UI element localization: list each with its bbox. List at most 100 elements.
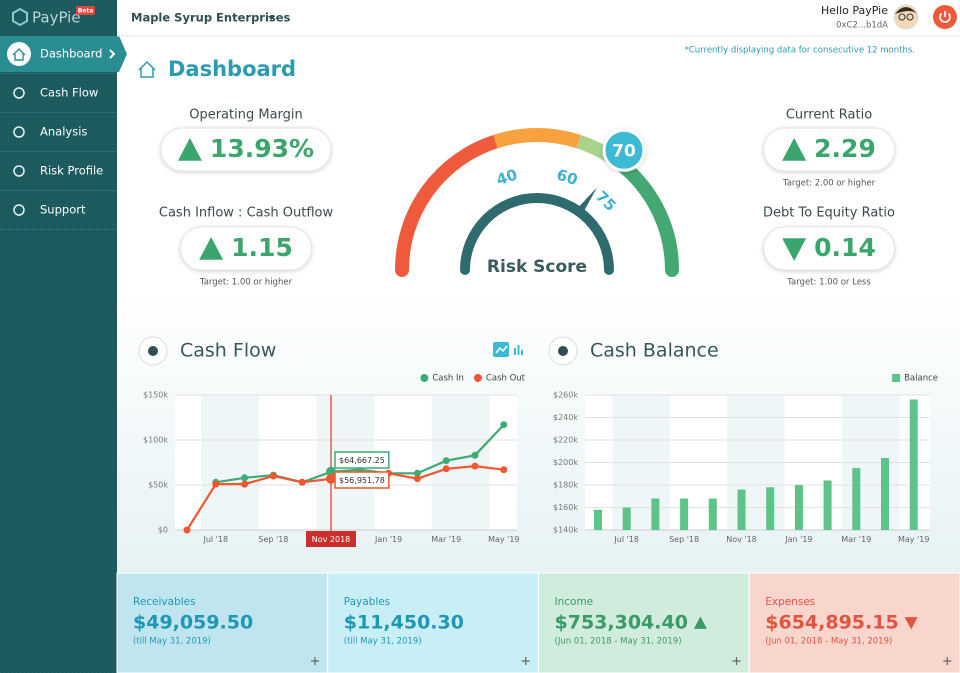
kpi-label: Current Ratio xyxy=(786,108,872,123)
series-point xyxy=(471,462,479,470)
series-point xyxy=(241,480,249,488)
score-badge xyxy=(602,128,646,172)
series-point xyxy=(500,421,508,429)
bar-toggle[interactable] xyxy=(514,345,523,355)
menu-item[interactable]: Dashboard xyxy=(40,47,102,61)
x-tick-label: Jul '18 xyxy=(613,535,639,544)
tooltip-box xyxy=(334,451,390,469)
kpi-label: Debt To Equity Ratio xyxy=(763,206,895,221)
gauge-tick-label: 60 xyxy=(554,165,579,189)
company-caret[interactable] xyxy=(268,16,275,20)
kpi-pill xyxy=(763,226,895,271)
y-tick-label: $100k xyxy=(143,436,168,445)
legend-swatch xyxy=(420,374,429,382)
gauge-track xyxy=(460,193,614,275)
y-tick-label: $0 xyxy=(158,526,168,535)
kpi-arrow xyxy=(782,238,807,261)
card-expand[interactable] xyxy=(732,657,741,665)
card-title: Receivables xyxy=(133,596,196,608)
kpi-value: 2.29 xyxy=(814,134,876,163)
menu-icon xyxy=(13,87,25,99)
card-amount: $654,895.15 xyxy=(765,612,898,634)
x-tick-label: Jan '19 xyxy=(784,535,812,544)
series-point xyxy=(212,480,220,488)
kpi-label: Operating Margin xyxy=(189,108,303,123)
data-note: *Currently displaying data for consecuti… xyxy=(685,46,915,56)
chart-title: Cash Flow xyxy=(180,340,276,362)
legend-label: Cash In xyxy=(432,374,464,384)
series-point xyxy=(442,465,450,473)
gauge-tick-label: 40 xyxy=(494,165,519,189)
summary-card[interactable] xyxy=(327,572,539,673)
series-point xyxy=(471,451,479,459)
gauge-band xyxy=(395,134,503,277)
page-title: Dashboard xyxy=(168,57,296,81)
kpi-arrow xyxy=(782,138,807,161)
menu-item[interactable]: Cash Flow xyxy=(40,86,98,100)
card-title: Expenses xyxy=(765,596,815,608)
gauge-tick-label: 75 xyxy=(592,187,619,214)
y-tick-label: $140k xyxy=(553,526,578,535)
summary-card[interactable] xyxy=(748,572,960,673)
dashboard-icon xyxy=(7,42,31,66)
card-arrow xyxy=(904,617,918,630)
bar xyxy=(823,480,832,530)
avatar-glasses xyxy=(906,13,914,21)
card-expand[interactable] xyxy=(521,657,530,665)
bar xyxy=(766,487,775,530)
chart-icon-glyph xyxy=(148,346,158,356)
logo-icon xyxy=(12,7,28,27)
y-tick-label: $220k xyxy=(553,436,578,445)
kpi-arrow xyxy=(199,237,224,260)
kpi-label: Cash Inflow : Cash Outflow xyxy=(159,206,334,221)
topbar xyxy=(117,0,960,36)
bar xyxy=(708,498,717,530)
y-tick-label: $240k xyxy=(553,413,578,422)
active-menu-bg[interactable] xyxy=(0,36,127,72)
gauge-band xyxy=(493,128,581,149)
highlight-label-bg xyxy=(306,531,356,547)
tooltip-label: $64,667.25 xyxy=(339,456,385,465)
series-point xyxy=(183,526,191,534)
kpi-pill xyxy=(160,127,332,172)
y-tick-label: $260k xyxy=(553,391,578,400)
legend-label: Cash Out xyxy=(486,374,526,384)
y-tick-label: $150k xyxy=(143,391,168,400)
x-tick-label: Mar '19 xyxy=(431,535,461,544)
series-point xyxy=(500,466,508,474)
series-point xyxy=(269,472,277,480)
gauge-label: Risk Score xyxy=(487,257,587,277)
power-glyph xyxy=(939,11,951,23)
kpi-arrow xyxy=(177,138,202,161)
summary-card[interactable] xyxy=(538,572,750,673)
x-tick-label: Nov '18 xyxy=(726,535,757,544)
x-tick-label: Jan '19 xyxy=(374,535,402,544)
series-point xyxy=(326,466,336,477)
kpi-target: Target: 1.00 or Less xyxy=(786,278,871,288)
x-tick-label: Jul '18 xyxy=(203,535,229,544)
tooltip-box xyxy=(334,471,390,489)
bar xyxy=(622,507,631,530)
gauge-band xyxy=(616,158,679,277)
x-tick-label: May '19 xyxy=(488,535,519,544)
menu-icon xyxy=(13,165,25,177)
card-arrow xyxy=(693,616,707,629)
card-period: (till May 31, 2019) xyxy=(133,637,211,647)
line-toggle-glyph xyxy=(495,345,508,354)
summary-card[interactable] xyxy=(116,572,329,673)
menu-icon xyxy=(13,126,25,138)
bar xyxy=(594,509,602,530)
legend-swatch xyxy=(473,374,482,382)
company[interactable]: Maple Syrup Enterprises xyxy=(131,11,291,25)
house-glyph xyxy=(12,48,26,61)
menu-item[interactable]: Support xyxy=(40,203,86,217)
series-point xyxy=(442,457,450,465)
card-title: Income xyxy=(555,596,594,608)
menu-item[interactable]: Risk Profile xyxy=(40,164,103,178)
badge-bg xyxy=(76,6,95,15)
menu-item[interactable]: Analysis xyxy=(40,125,87,139)
card-expand[interactable] xyxy=(311,657,319,665)
card-expand[interactable] xyxy=(943,657,952,665)
active-chevron xyxy=(109,49,116,59)
gauge-needle xyxy=(574,187,597,216)
